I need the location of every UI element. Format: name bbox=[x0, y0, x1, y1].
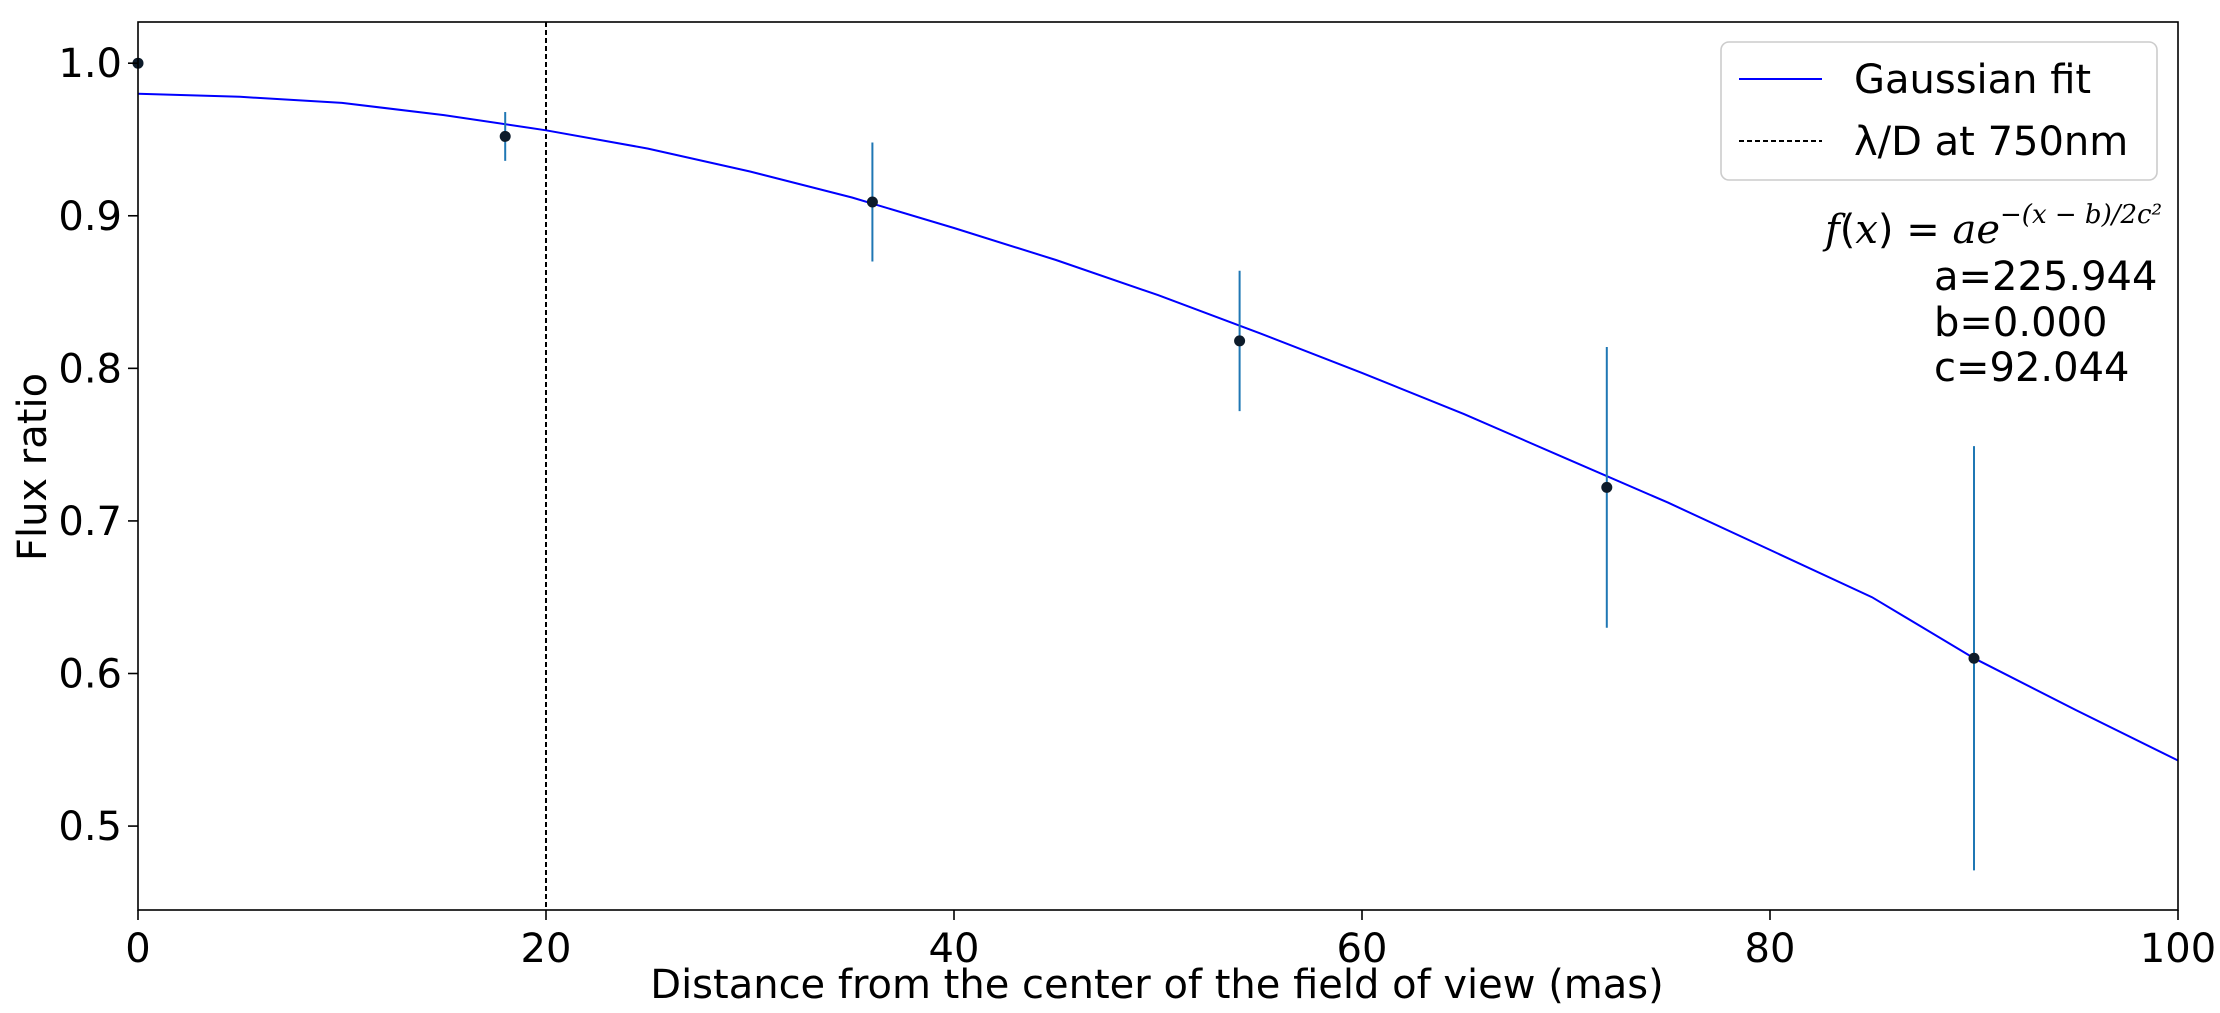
gaussian-fit-line bbox=[137, 92, 2179, 762]
y-tick-label: 0.8 bbox=[58, 346, 122, 392]
y-axis-label: Flux ratio bbox=[10, 373, 56, 561]
x-tick-label: 40 bbox=[929, 926, 980, 972]
y-tick-label: 0.7 bbox=[58, 499, 122, 545]
data-point bbox=[1234, 335, 1246, 347]
y-tick-label: 0.5 bbox=[58, 804, 122, 850]
data-point bbox=[499, 130, 511, 142]
x-tick-label: 60 bbox=[1337, 926, 1388, 972]
y-axis-ticks: 0.5 0.6 0.7 0.8 0.9 1.0 bbox=[58, 41, 138, 850]
y-tick-label: 0.6 bbox=[58, 652, 122, 698]
formula: f(x) = ae−(x − b)/2c² bbox=[1822, 200, 2162, 253]
x-axis-label: Distance from the center of the field of… bbox=[650, 962, 1663, 1008]
fit-layer bbox=[137, 92, 2179, 762]
fit-annotation: f(x) = ae−(x − b)/2c² a=225.944 b=0.000 … bbox=[1822, 200, 2162, 391]
x-tick-label: 80 bbox=[1745, 926, 1796, 972]
param-c: c=92.044 bbox=[1934, 345, 2129, 391]
data-point bbox=[866, 196, 878, 208]
y-tick-label: 0.9 bbox=[58, 194, 122, 240]
y-tick-label: 1.0 bbox=[58, 41, 122, 87]
param-b: b=0.000 bbox=[1934, 300, 2107, 346]
x-tick-label: 0 bbox=[125, 926, 150, 972]
legend-label-lambda-d: λ/D at 750nm bbox=[1854, 119, 2128, 165]
legend-box bbox=[1720, 41, 2158, 181]
x-axis-ticks: 0 20 40 60 80 100 bbox=[125, 910, 2216, 972]
x-tick-label: 100 bbox=[2140, 926, 2216, 972]
data-point bbox=[1601, 481, 1613, 493]
param-a: a=225.944 bbox=[1934, 254, 2157, 300]
axes-frame bbox=[137, 21, 2179, 911]
legend-label-gaussian-fit: Gaussian fit bbox=[1854, 57, 2091, 103]
legend: Gaussian fit λ/D at 750nm bbox=[1720, 41, 2158, 181]
data-point bbox=[1968, 652, 1980, 664]
x-tick-label: 20 bbox=[521, 926, 572, 972]
